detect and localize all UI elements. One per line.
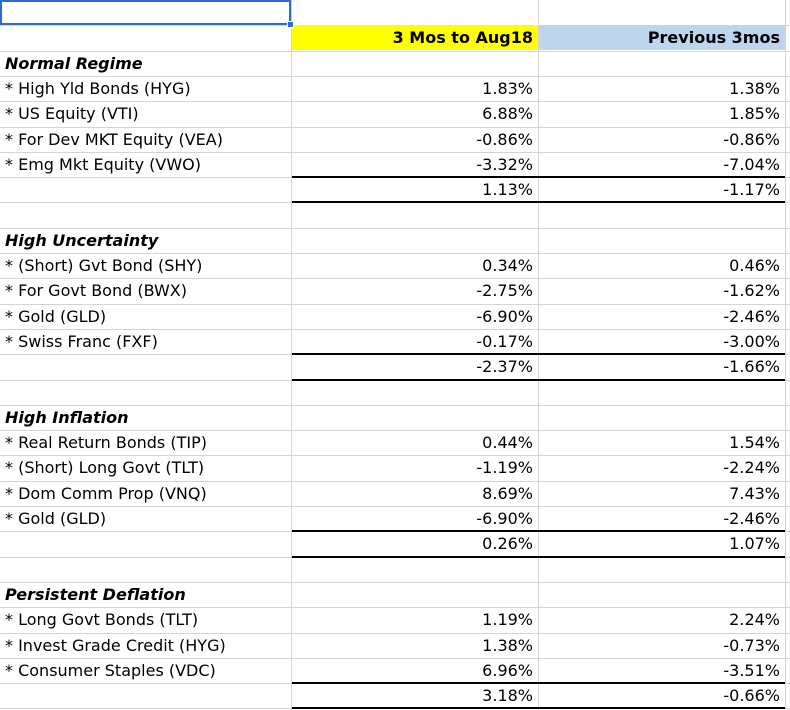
- asset-label[interactable]: * For Govt Bond (BWX): [5, 281, 188, 300]
- return-previous-cell[interactable]: -2.46%: [723, 509, 780, 528]
- total-previous-cell[interactable]: -0.66%: [723, 686, 780, 705]
- total-top-border: [292, 353, 785, 355]
- total-top-border: [292, 176, 785, 178]
- row-gridline: [0, 633, 790, 634]
- row-gridline: [0, 481, 790, 482]
- row-gridline: [0, 658, 790, 659]
- asset-label[interactable]: * Swiss Franc (FXF): [5, 332, 158, 351]
- total-3mos-cell[interactable]: 3.18%: [482, 686, 533, 705]
- asset-label[interactable]: * US Equity (VTI): [5, 104, 139, 123]
- total-top-border: [292, 682, 785, 684]
- return-previous-cell[interactable]: -1.62%: [723, 281, 780, 300]
- row-gridline: [0, 329, 790, 330]
- return-3mos-cell[interactable]: -6.90%: [476, 509, 533, 528]
- row-gridline: [0, 430, 790, 431]
- row-gridline: [0, 278, 790, 279]
- total-previous-cell[interactable]: -1.17%: [723, 180, 780, 199]
- return-3mos-cell[interactable]: 6.88%: [482, 104, 533, 123]
- row-gridline: [0, 455, 790, 456]
- asset-label[interactable]: * Dom Comm Prop (VNQ): [5, 484, 207, 503]
- section-title[interactable]: High Uncertainty: [5, 231, 159, 250]
- return-3mos-cell[interactable]: -3.32%: [476, 155, 533, 174]
- section-title[interactable]: High Inflation: [5, 408, 129, 427]
- total-3mos-cell[interactable]: 0.26%: [482, 534, 533, 553]
- selected-cell-a1[interactable]: [0, 0, 291, 25]
- total-3mos-cell[interactable]: -2.37%: [476, 357, 533, 376]
- column-gridline: [785, 0, 786, 710]
- return-previous-cell[interactable]: 0.46%: [729, 256, 780, 275]
- total-top-border: [292, 530, 785, 532]
- asset-label[interactable]: * High Yld Bonds (HYG): [5, 79, 191, 98]
- return-previous-cell[interactable]: -3.00%: [723, 332, 780, 351]
- return-3mos-cell[interactable]: 0.44%: [482, 433, 533, 452]
- return-3mos-cell[interactable]: 1.19%: [482, 610, 533, 629]
- return-3mos-cell[interactable]: -0.17%: [476, 332, 533, 351]
- column-header-3mos[interactable]: 3 Mos to Aug18: [292, 25, 538, 50]
- asset-label[interactable]: * (Short) Long Govt (TLT): [5, 458, 205, 477]
- return-3mos-cell[interactable]: -6.90%: [476, 307, 533, 326]
- total-previous-cell[interactable]: 1.07%: [729, 534, 780, 553]
- asset-label[interactable]: * (Short) Gvt Bond (SHY): [5, 256, 203, 275]
- total-3mos-cell[interactable]: 1.13%: [482, 180, 533, 199]
- row-gridline: [0, 76, 790, 77]
- row-gridline: [0, 152, 790, 153]
- return-previous-cell[interactable]: 1.38%: [729, 79, 780, 98]
- column-gridline: [291, 0, 292, 710]
- return-3mos-cell[interactable]: 8.69%: [482, 484, 533, 503]
- return-previous-cell[interactable]: 1.54%: [729, 433, 780, 452]
- fill-handle[interactable]: [287, 21, 294, 28]
- row-gridline: [0, 607, 790, 608]
- return-previous-cell[interactable]: -2.24%: [723, 458, 780, 477]
- return-previous-cell[interactable]: -7.04%: [723, 155, 780, 174]
- return-3mos-cell[interactable]: 1.83%: [482, 79, 533, 98]
- row-gridline: [0, 506, 790, 507]
- return-previous-cell[interactable]: 2.24%: [729, 610, 780, 629]
- asset-label[interactable]: * Invest Grade Credit (HYG): [5, 636, 226, 655]
- row-gridline: [0, 127, 790, 128]
- row-gridline: [0, 582, 790, 583]
- section-title[interactable]: Normal Regime: [5, 54, 143, 73]
- total-bottom-border: [292, 379, 785, 381]
- total-bottom-border: [292, 707, 785, 709]
- return-3mos-cell[interactable]: 6.96%: [482, 661, 533, 680]
- return-previous-cell[interactable]: 7.43%: [729, 484, 780, 503]
- return-previous-cell[interactable]: -3.51%: [723, 661, 780, 680]
- asset-label[interactable]: * Long Govt Bonds (TLT): [5, 610, 199, 629]
- asset-label[interactable]: * Consumer Staples (VDC): [5, 661, 216, 680]
- asset-label[interactable]: * For Dev MKT Equity (VEA): [5, 130, 223, 149]
- row-gridline: [0, 51, 790, 52]
- asset-label[interactable]: * Gold (GLD): [5, 509, 107, 528]
- asset-label[interactable]: * Emg Mkt Equity (VWO): [5, 155, 201, 174]
- column-gridline: [538, 0, 539, 710]
- row-gridline: [0, 253, 790, 254]
- total-bottom-border: [292, 201, 785, 203]
- return-3mos-cell[interactable]: -1.19%: [476, 458, 533, 477]
- asset-label[interactable]: * Gold (GLD): [5, 307, 107, 326]
- asset-label[interactable]: * Real Return Bonds (TIP): [5, 433, 207, 452]
- return-previous-cell[interactable]: -0.86%: [723, 130, 780, 149]
- return-previous-cell[interactable]: 1.85%: [729, 104, 780, 123]
- total-bottom-border: [292, 556, 785, 558]
- section-title[interactable]: Persistent Deflation: [5, 585, 186, 604]
- return-3mos-cell[interactable]: 1.38%: [482, 636, 533, 655]
- return-3mos-cell[interactable]: -2.75%: [476, 281, 533, 300]
- column-header-previous[interactable]: Previous 3mos: [539, 25, 785, 50]
- total-previous-cell[interactable]: -1.66%: [723, 357, 780, 376]
- row-gridline: [0, 304, 790, 305]
- return-previous-cell[interactable]: -0.73%: [723, 636, 780, 655]
- row-gridline: [0, 405, 790, 406]
- return-3mos-cell[interactable]: 0.34%: [482, 256, 533, 275]
- return-previous-cell[interactable]: -2.46%: [723, 307, 780, 326]
- row-gridline: [0, 101, 790, 102]
- return-3mos-cell[interactable]: -0.86%: [476, 130, 533, 149]
- row-gridline: [0, 228, 790, 229]
